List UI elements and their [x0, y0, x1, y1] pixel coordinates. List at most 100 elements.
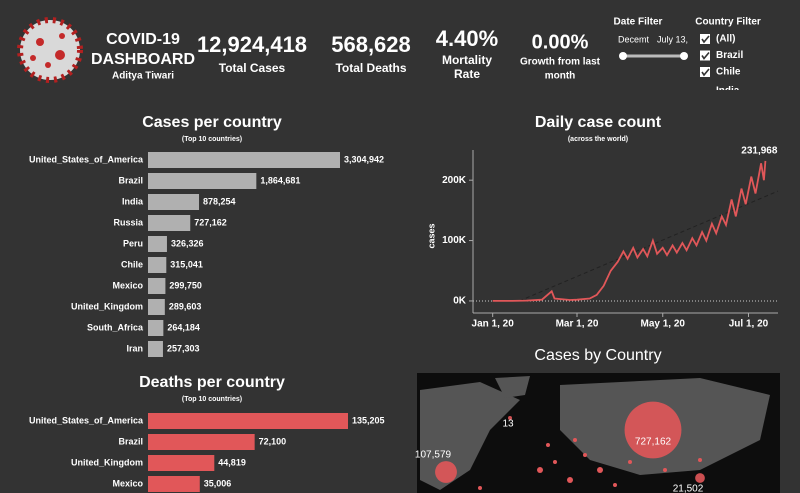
date-start: Decemt [618, 34, 650, 44]
y-axis-label: cases [426, 223, 436, 248]
bar-category: Mexico [112, 478, 143, 488]
country-option: Brazil [716, 50, 743, 61]
kpi-label: Total Deaths [335, 61, 406, 75]
map-bubble [435, 461, 457, 483]
slider-handle[interactable] [619, 52, 627, 60]
chart-title: Daily case count [535, 114, 662, 131]
chart-subtitle: (Top 10 countries) [182, 396, 242, 403]
bar-category: United_States_of_America [29, 154, 144, 164]
filter-clip [695, 90, 795, 104]
annotation: 231,968 [741, 146, 778, 157]
bar-category: Russia [113, 217, 144, 227]
bar-value-label: 35,006 [204, 478, 232, 488]
bar [148, 299, 165, 315]
checkbox[interactable] [700, 67, 710, 77]
bar-category: Mexico [112, 280, 143, 290]
kpi-label: Mortality [442, 53, 492, 67]
x-tick-label: Mar 1, 20 [556, 319, 599, 330]
bar-value-label: 326,326 [171, 238, 204, 248]
bar [148, 320, 164, 336]
bar-value-label: 44,819 [218, 457, 246, 467]
chart-subtitle: (across the world) [568, 136, 628, 143]
map-bubble-label: 727,162 [635, 437, 672, 448]
bar [148, 476, 200, 492]
bar-value-label: 257,303 [167, 343, 200, 353]
chart-title: Cases per country [142, 114, 282, 131]
country-option: Chile [716, 67, 741, 78]
bar [148, 341, 163, 357]
bar [148, 215, 191, 231]
kpi-label: Total Cases [219, 61, 286, 75]
bar-category: United_Kingdom [71, 457, 143, 467]
chart-subtitle: (Top 10 countries) [182, 136, 242, 143]
bar-category: United_States_of_America [29, 415, 144, 425]
bar-category: South_Africa [87, 322, 144, 332]
bar [148, 434, 255, 450]
y-tick-label: 100K [442, 235, 467, 246]
bar-value-label: 72,100 [259, 436, 287, 446]
bar [148, 278, 166, 294]
bar-category: Chile [121, 259, 143, 269]
check-mark [701, 35, 710, 44]
checkbox[interactable] [700, 50, 710, 61]
chart-title: Deaths per country [139, 374, 285, 391]
bar [148, 152, 340, 168]
author: Aditya Tiwari [112, 71, 174, 82]
kpi-label: Rate [454, 67, 480, 81]
bar-category: United_Kingdom [71, 301, 143, 311]
filter-title: Country Filter [695, 17, 761, 28]
bar-value-label: 727,162 [194, 217, 227, 227]
bar-category: India [122, 196, 144, 206]
line [492, 160, 767, 302]
x-tick-label: Jul 1, 20 [729, 319, 769, 330]
bar-value-label: 1,864,681 [260, 175, 300, 185]
slider-handle[interactable] [680, 52, 688, 60]
bar-category: Iran [126, 343, 143, 353]
bar-category: Brazil [118, 436, 143, 446]
bar-value-label: 264,184 [167, 322, 200, 332]
map-bubble [695, 473, 705, 483]
kpi-value: 0.00% [532, 31, 589, 53]
dashboard-title: COVID-19 [106, 31, 180, 48]
filter-title: Date Filter [614, 17, 663, 28]
kpi-value: 4.40% [436, 26, 498, 51]
bar [148, 455, 215, 471]
bar [148, 173, 257, 189]
map-bubble-label: 21,502 [673, 484, 704, 493]
bar-category: Brazil [118, 175, 143, 185]
bar [148, 413, 348, 429]
bar [148, 236, 167, 252]
virus-logo [17, 17, 83, 83]
kpi-label: Growth from last [520, 57, 601, 68]
kpi-label: month [545, 71, 576, 82]
bar-category: Peru [123, 238, 143, 248]
check-mark [701, 68, 710, 77]
kpi-value: 12,924,418 [197, 32, 307, 57]
map-bubble-label: 107,579 [415, 450, 452, 461]
map-bubble-label: 13 [502, 419, 514, 430]
x-tick-label: May 1, 20 [641, 319, 686, 330]
bar-value-label: 299,750 [169, 280, 202, 290]
y-tick-label: 0K [453, 296, 467, 307]
map-title: Cases by Country [534, 347, 661, 364]
bar-value-label: 135,205 [352, 415, 385, 425]
check-mark [701, 51, 710, 60]
country-option: (All) [716, 34, 735, 45]
date-end: July 13, [657, 34, 688, 44]
checkbox[interactable] [700, 34, 710, 44]
bar [148, 194, 200, 210]
y-tick-label: 200K [442, 175, 467, 186]
bar-value-label: 3,304,942 [344, 154, 384, 164]
map-bubble [624, 401, 682, 459]
bar-value-label: 878,254 [203, 196, 236, 206]
bar-value-label: 315,041 [170, 259, 203, 269]
map-bubble [508, 416, 512, 420]
kpi-value: 568,628 [331, 32, 411, 57]
map-small-dots [478, 438, 702, 490]
dashboard-title: DASHBOARD [91, 51, 195, 68]
x-tick-label: Jan 1, 20 [472, 319, 515, 330]
bar-value-label: 289,603 [169, 301, 202, 311]
bar [148, 257, 167, 273]
